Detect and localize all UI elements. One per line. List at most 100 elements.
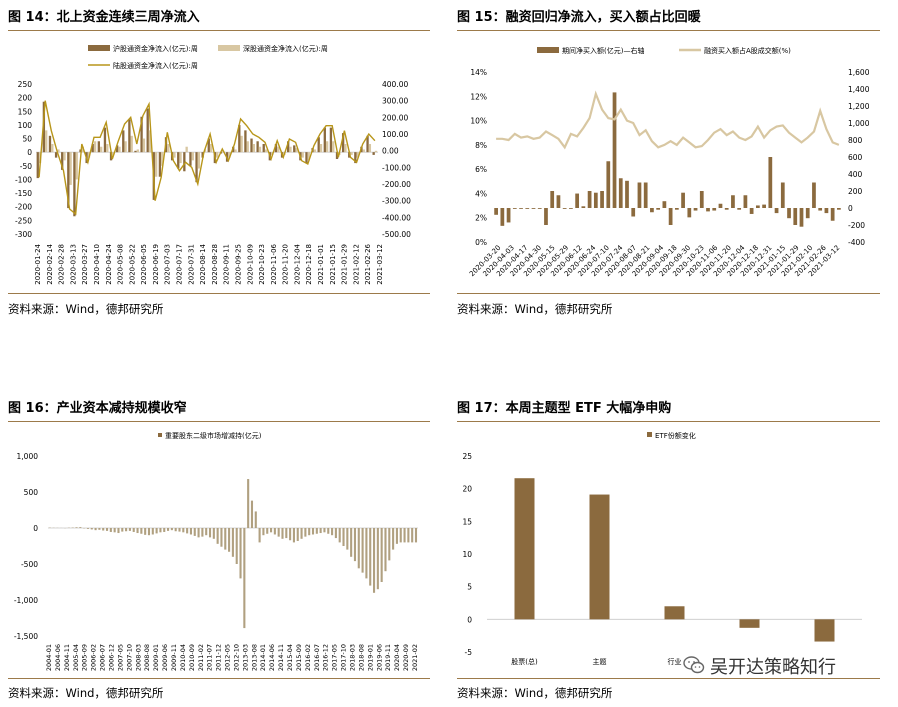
bar-sh — [293, 145, 296, 153]
y-tick: 0 — [467, 615, 472, 624]
bar-holders — [361, 528, 364, 573]
bar-sz — [69, 152, 72, 185]
bar-holders — [281, 528, 284, 539]
x-tick: 2019-01 — [366, 644, 374, 671]
y-left-tick: -100 — [15, 175, 32, 184]
bar-holders — [342, 528, 345, 546]
bar-holders — [212, 528, 215, 539]
x-tick: 2020-12-04 — [293, 243, 301, 284]
bar-holders — [369, 528, 372, 586]
x-tick: 2020-09-25 — [234, 244, 242, 285]
source-note-14: 资料来源：Wind，德邦研究所 — [8, 302, 164, 316]
bar-holders — [128, 528, 131, 531]
y-tick: -500 — [21, 560, 38, 569]
bar-etf — [664, 606, 685, 620]
bar-netbuy — [575, 193, 580, 208]
bar-netbuy — [506, 208, 511, 223]
bar-holders — [262, 528, 265, 536]
bar-holders — [201, 528, 204, 537]
y-right-tick: -300.00 — [382, 197, 411, 206]
bar-holders — [125, 528, 128, 532]
x-tick: 2007-05 — [116, 644, 124, 671]
x-tick: 2011-02 — [197, 644, 205, 671]
y-tick: 20 — [462, 485, 472, 494]
bar-sz — [179, 152, 182, 164]
y-right-tick: 400.00 — [382, 80, 408, 89]
y-left-tick: -250 — [15, 216, 32, 225]
x-tick: 2015-09 — [295, 644, 303, 671]
bar-holders — [384, 528, 387, 572]
bar-sh — [207, 138, 210, 153]
bar-netbuy — [569, 208, 573, 209]
bar-netbuy — [762, 204, 766, 208]
bar-netbuy — [556, 195, 561, 208]
bar-holders — [235, 528, 238, 564]
legend-swatch-etf — [647, 432, 652, 437]
bar-netbuy — [618, 178, 623, 208]
bar-sh — [323, 127, 326, 153]
bar-netbuy — [749, 208, 754, 214]
y-right-tick: 1,200 — [848, 102, 870, 111]
bar-sh — [61, 152, 64, 170]
y-right-tick: -400.00 — [382, 213, 411, 222]
bar-sz — [362, 149, 365, 153]
bar-holders — [105, 528, 109, 531]
bar-netbuy — [699, 191, 704, 208]
y-right-tick: -500.00 — [382, 230, 411, 239]
bar-sz — [356, 152, 359, 158]
y-left-tick: 6% — [475, 165, 487, 174]
legend-label-ratio: 融资买入额占A股成交额(%) — [704, 46, 791, 55]
bar-sh — [195, 152, 198, 183]
panel-title-15: 图 15：融资回归净流入，买入额占比回暖 — [457, 10, 701, 25]
bar-sz — [301, 152, 304, 158]
legend-swatch-netbuy — [537, 47, 559, 53]
bar-holders — [327, 528, 330, 534]
bar-sz — [100, 146, 103, 153]
x-tick: 2020-07-17 — [176, 244, 184, 285]
bar-holders — [300, 528, 303, 539]
bar-holders — [273, 528, 276, 535]
x-tick: 2018-03 — [349, 644, 357, 671]
bar-netbuy — [812, 182, 816, 208]
bar-sh — [36, 152, 39, 179]
bar-netbuy — [830, 208, 835, 221]
bar-netbuy — [650, 208, 654, 213]
bar-netbuy — [793, 208, 798, 225]
bar-sz — [319, 144, 323, 153]
x-tick: 2020-03-27 — [81, 244, 89, 285]
x-tick: 主题 — [593, 657, 607, 666]
x-tick: 2007-10 — [125, 644, 133, 671]
bar-sh — [183, 152, 186, 172]
bar-sz — [277, 146, 280, 153]
bar-holders — [376, 528, 379, 590]
panel-title-14: 图 14：北上资金连续三周净流入 — [8, 10, 200, 25]
x-tick: 2008-08 — [143, 644, 151, 671]
y-left-tick: 200 — [18, 94, 33, 103]
bar-sz — [350, 152, 353, 155]
chart-17: ETF份额变化 25 20 15 10 5 0 -5 股票(总) 主题 行业 — [462, 431, 862, 666]
bar-etf — [814, 619, 835, 642]
y-right-tick: 300.00 — [382, 97, 408, 106]
bar-netbuy — [525, 208, 530, 209]
bar-holders — [319, 528, 322, 534]
chart-14: 沪股通资金净流入(亿元):周 深股通资金净流入(亿元):周陆股通资金净流入(亿元)… — [15, 44, 411, 285]
y-right-tick: 100.00 — [382, 130, 408, 139]
bar-netbuy — [668, 208, 673, 225]
x-tick: 2012-10 — [232, 644, 240, 671]
bar-sh — [256, 141, 259, 153]
bar-netbuy — [674, 208, 679, 210]
bar-netbuy — [531, 208, 536, 209]
bar-holders — [216, 528, 219, 544]
bar-netbuy — [687, 208, 692, 218]
bar-holders — [403, 528, 406, 543]
bar-sz — [258, 146, 262, 153]
x-tick: 2020-10-23 — [258, 244, 266, 285]
legend-label-netbuy: 期间净买入额(亿元)—右轴 — [562, 46, 644, 55]
bar-sh — [109, 152, 113, 161]
x-tick: 2020-08-14 — [199, 243, 207, 284]
x-tick: 2020-03-13 — [69, 244, 77, 285]
bar-netbuy — [805, 208, 810, 219]
bar-sz — [240, 135, 243, 153]
bar-sz — [368, 144, 372, 153]
bar-holders — [186, 528, 189, 534]
